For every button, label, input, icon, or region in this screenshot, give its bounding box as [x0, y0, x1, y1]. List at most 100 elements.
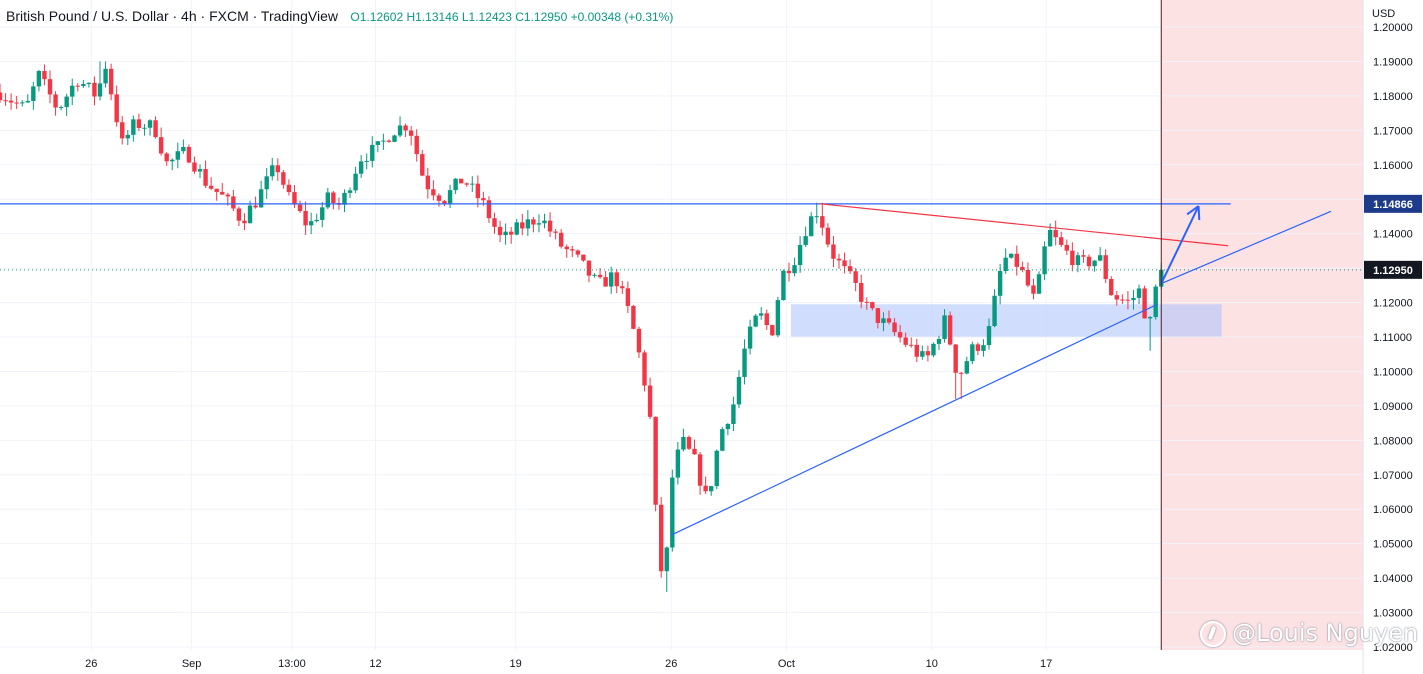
candle-body: [370, 144, 375, 161]
price-label-text: 1.12950: [1373, 265, 1413, 277]
candle-body: [231, 196, 236, 209]
x-axis-ticks: 26 Sep 13:00 12 19 26 Oct 10 17: [85, 658, 1052, 670]
candle-body: [975, 344, 981, 351]
candle-body: [364, 160, 369, 162]
candle-body: [759, 313, 764, 316]
candle-body: [81, 84, 86, 87]
author-watermark: @Louis Nguyen: [1200, 619, 1418, 647]
candle-body: [947, 315, 953, 345]
candle-body: [920, 351, 925, 357]
candle-body: [1009, 253, 1014, 258]
candle-body: [175, 151, 181, 160]
grid: [0, 0, 1363, 650]
candle-body: [214, 188, 219, 192]
candle-body: [197, 169, 203, 172]
candle-body: [903, 337, 908, 345]
candle-body: [120, 122, 125, 139]
candle-body: [642, 352, 647, 386]
y-tick-label: 1.20000: [1373, 22, 1413, 34]
candle-body: [92, 82, 97, 97]
candle-body: [925, 351, 931, 356]
candle-body: [764, 313, 769, 326]
candle-body: [203, 169, 208, 186]
candle-body: [636, 328, 642, 353]
candle-body: [308, 221, 314, 226]
y-tick-label: 1.03000: [1373, 608, 1413, 620]
candle-body: [464, 183, 469, 185]
candle-body: [375, 141, 381, 145]
candle-body: [381, 140, 386, 142]
candle-body: [620, 286, 625, 289]
candle-body: [1036, 274, 1042, 294]
candle-body: [42, 71, 47, 80]
candle-body: [881, 318, 886, 323]
candle-body: [297, 204, 303, 211]
candle-body: [747, 326, 753, 349]
price-axis: [1363, 0, 1423, 674]
candle-body: [20, 102, 25, 104]
candle-body: [653, 416, 658, 505]
candle-body: [286, 184, 292, 193]
candle-body: [864, 301, 869, 303]
candle-body: [775, 300, 781, 336]
candle-body: [859, 282, 864, 302]
candle-body: [709, 486, 714, 492]
candle-body: [692, 448, 697, 455]
candle-body: [186, 146, 192, 163]
candle-body: [53, 94, 58, 108]
candle-body: [664, 547, 669, 572]
candle-body: [514, 222, 519, 235]
candle-body: [281, 172, 286, 185]
y-tick-label: 1.02000: [1373, 642, 1413, 654]
candle-body: [136, 119, 142, 128]
arrow-head: [1197, 206, 1201, 221]
candle-body: [931, 343, 936, 356]
candle-body: [1075, 255, 1081, 266]
candle-body: [542, 220, 547, 224]
candle-body: [425, 175, 431, 190]
candle-body: [658, 504, 664, 572]
candle-body: [47, 79, 53, 95]
candle-body: [631, 305, 636, 329]
candle-body: [842, 260, 847, 267]
candle-body: [442, 200, 447, 204]
candle-body: [192, 162, 197, 172]
candle-body: [436, 195, 442, 201]
candle-body: [331, 192, 336, 203]
candle-body: [1109, 278, 1114, 296]
feather-icon: [1200, 621, 1226, 647]
candle-body: [1125, 299, 1131, 301]
candle-body: [1081, 255, 1086, 257]
candle-body: [420, 154, 425, 176]
candle-body: [403, 125, 408, 131]
candle-body: [325, 192, 331, 208]
candle-body: [258, 189, 264, 208]
candle-body: [458, 178, 464, 184]
x-tick-label: 12: [369, 658, 381, 670]
candle-body: [208, 185, 214, 189]
candle-body: [1136, 288, 1142, 298]
candle-body: [170, 159, 175, 162]
candle-body: [870, 302, 875, 309]
candle-body: [525, 219, 531, 229]
candle-body: [697, 454, 703, 486]
candle-body: [1103, 255, 1108, 279]
candle-body: [581, 254, 586, 261]
candle-body: [847, 266, 853, 272]
candle-body: [431, 189, 436, 196]
candle-body: [1064, 244, 1070, 251]
candle-body: [25, 100, 30, 103]
y-tick-label: 1.10000: [1373, 366, 1413, 378]
candle-body: [158, 137, 164, 154]
candle-body: [1131, 297, 1136, 301]
candle-body: [547, 220, 553, 232]
candle-body: [181, 146, 186, 152]
candle-body: [97, 83, 103, 97]
candle-body: [897, 332, 903, 338]
candle-body: [781, 270, 786, 301]
candle-body: [986, 326, 992, 346]
candle-body: [64, 96, 69, 108]
candle-body: [1014, 253, 1019, 267]
candle-body: [342, 192, 347, 205]
